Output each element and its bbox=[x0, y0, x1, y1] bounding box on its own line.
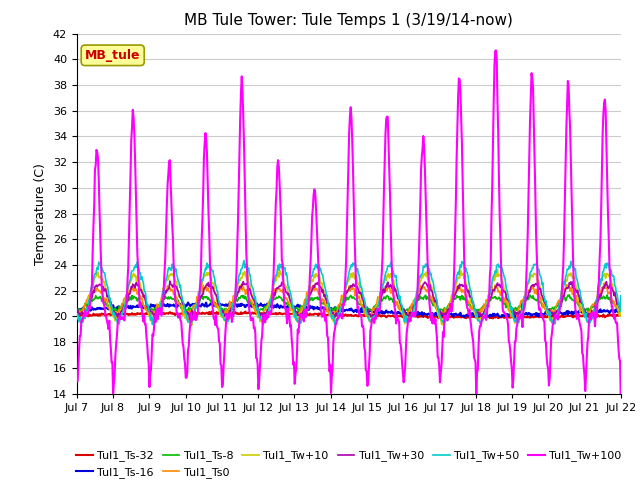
Title: MB Tule Tower: Tule Temps 1 (3/19/14-now): MB Tule Tower: Tule Temps 1 (3/19/14-now… bbox=[184, 13, 513, 28]
Y-axis label: Temperature (C): Temperature (C) bbox=[35, 163, 47, 264]
Text: MB_tule: MB_tule bbox=[85, 49, 140, 62]
Legend: Tul1_Ts-32, Tul1_Ts-16, Tul1_Ts-8, Tul1_Ts0, Tul1_Tw+10, Tul1_Tw+30, Tul1_Tw+50,: Tul1_Ts-32, Tul1_Ts-16, Tul1_Ts-8, Tul1_… bbox=[72, 446, 626, 480]
